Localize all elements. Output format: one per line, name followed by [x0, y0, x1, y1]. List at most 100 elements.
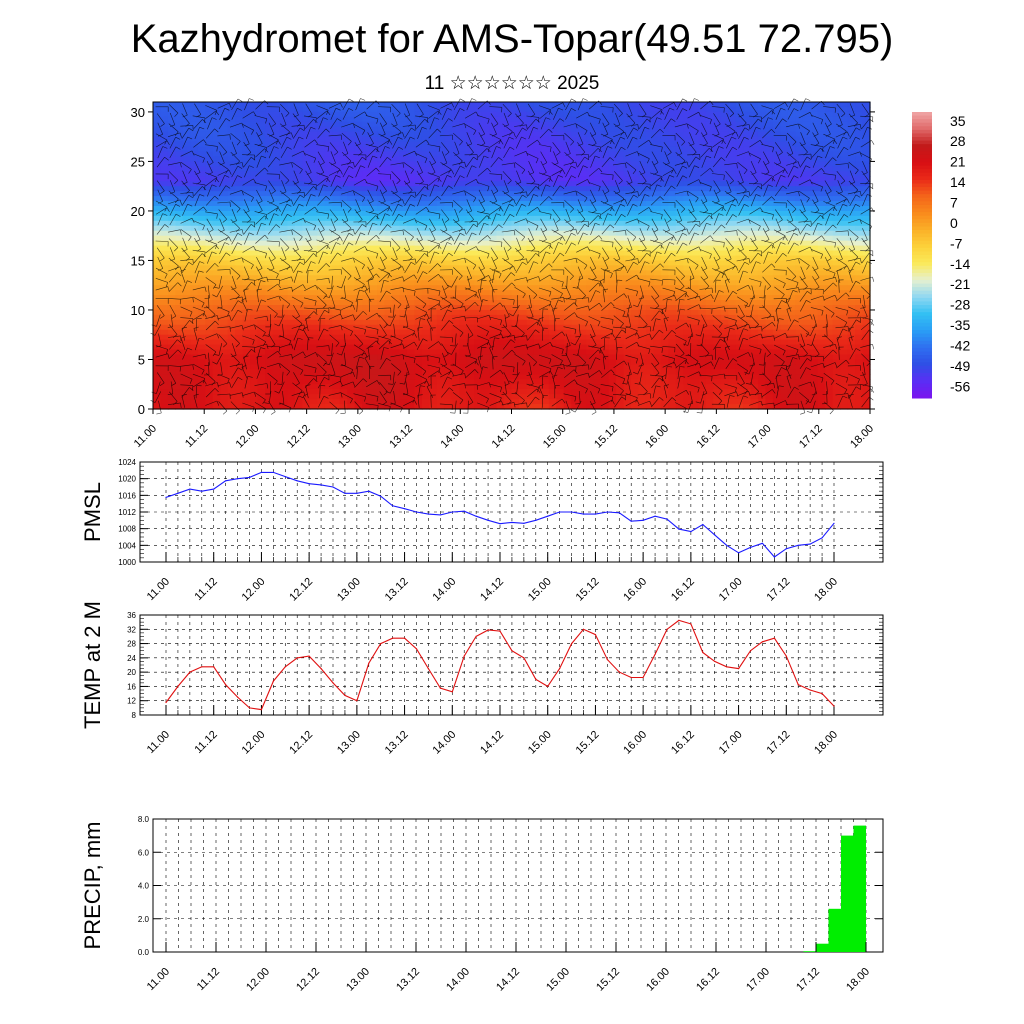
heatmap-cell — [504, 225, 513, 232]
heatmap-cell — [257, 339, 266, 346]
heatmap-cell — [802, 285, 811, 291]
heatmap-cell — [533, 285, 542, 291]
heatmap-cell — [825, 265, 834, 271]
heatmap-cell — [317, 295, 326, 301]
heatmap-cell — [862, 181, 871, 187]
heatmap-cell — [638, 191, 647, 197]
heatmap-cell — [847, 235, 856, 242]
heatmap-cell — [235, 295, 244, 301]
heatmap-cell — [825, 354, 834, 361]
heatmap-cell — [227, 186, 236, 192]
heatmap-cell — [757, 305, 767, 311]
heatmap-cell — [406, 280, 416, 286]
heatmap-cell — [757, 106, 767, 113]
heatmap-cell — [317, 349, 326, 356]
heatmap-cell — [377, 305, 386, 311]
heatmap-cell — [160, 176, 169, 182]
heatmap-cell — [302, 260, 311, 266]
heatmap-cell — [377, 329, 386, 336]
heatmap-cell — [631, 309, 640, 316]
heatmap-cell — [840, 250, 849, 257]
heatmap-cell — [504, 161, 513, 167]
heatmap-cell — [780, 161, 789, 167]
heatmap-cell — [399, 146, 408, 153]
heatmap-cell — [586, 225, 595, 232]
heatmap-cell — [802, 235, 811, 242]
heatmap-cell — [548, 344, 557, 351]
heatmap-cell — [556, 245, 565, 252]
heatmap-cell — [817, 319, 826, 326]
heatmap-cell — [309, 171, 318, 177]
heatmap-cell — [593, 235, 602, 242]
heatmap-cell — [675, 309, 684, 316]
heatmap-cell — [182, 181, 191, 187]
heatmap-cell — [377, 349, 386, 356]
heatmap-cell — [511, 260, 520, 266]
heatmap-cell — [160, 334, 169, 341]
heatmap-cell — [175, 126, 184, 133]
heatmap-cell — [832, 344, 841, 351]
heatmap-cell — [840, 196, 849, 202]
heatmap-cell — [720, 235, 729, 242]
heatmap-cell — [787, 131, 796, 138]
heatmap-cell — [257, 295, 266, 301]
heatmap-cell — [294, 210, 303, 217]
heatmap-cell — [436, 240, 445, 247]
heatmap-cell — [429, 225, 438, 232]
heatmap-cell — [616, 245, 625, 252]
heatmap-cell — [369, 339, 378, 346]
heatmap-cell — [817, 220, 826, 227]
heatmap-cell — [526, 196, 535, 202]
heatmap-cell — [631, 255, 640, 262]
heatmap-cell — [481, 295, 490, 301]
heatmap-cell — [653, 300, 662, 306]
heatmap-cell — [855, 116, 864, 123]
heatmap-cell — [780, 354, 789, 361]
heatmap-cell — [743, 329, 752, 336]
heatmap-cell — [466, 305, 475, 311]
heatmap-cell — [406, 225, 416, 232]
heatmap-cell — [817, 235, 826, 242]
heatmap-cell — [757, 171, 767, 177]
heatmap-cell — [474, 324, 483, 331]
heatmap-cell — [369, 151, 378, 158]
heatmap-cell — [832, 151, 841, 158]
heatmap-cell — [810, 215, 819, 222]
heatmap-cell — [660, 275, 669, 281]
heatmap-cell — [855, 161, 864, 167]
heatmap-cell — [586, 265, 595, 271]
heatmap-cell — [855, 305, 864, 311]
heatmap-cell — [698, 305, 707, 311]
heatmap-cell — [235, 196, 244, 202]
heatmap-cell — [175, 215, 184, 222]
heatmap-cell — [571, 215, 580, 222]
heatmap-cell — [683, 205, 692, 212]
heatmap-cell — [847, 146, 856, 153]
heatmap-cell — [242, 186, 251, 192]
heatmap-cell — [429, 250, 438, 257]
heatmap-cell — [309, 102, 318, 108]
heatmap-cell — [616, 186, 625, 192]
heatmap-cell — [444, 116, 453, 123]
heatmap-cell — [481, 205, 490, 212]
heatmap-cell — [556, 344, 565, 351]
heatmap-cell — [272, 181, 281, 187]
heatmap-cell — [496, 290, 505, 296]
heatmap-cell — [840, 295, 849, 301]
heatmap-cell — [660, 186, 669, 192]
heatmap-cell — [347, 201, 356, 207]
heatmap-cell — [504, 235, 513, 242]
heatmap-cell — [586, 116, 595, 123]
heatmap-cell — [728, 156, 737, 163]
heatmap-cell — [250, 275, 259, 281]
heatmap-cell — [840, 314, 849, 321]
heatmap-cell — [698, 171, 707, 177]
heatmap-cell — [466, 240, 475, 247]
heatmap-cell — [735, 151, 744, 158]
heatmap-cell — [787, 285, 796, 291]
heatmap-cell — [339, 354, 348, 361]
heatmap-cell — [294, 136, 303, 143]
heatmap-cell — [496, 319, 505, 326]
heatmap-cell — [817, 121, 826, 128]
heatmap-cell — [713, 319, 722, 326]
